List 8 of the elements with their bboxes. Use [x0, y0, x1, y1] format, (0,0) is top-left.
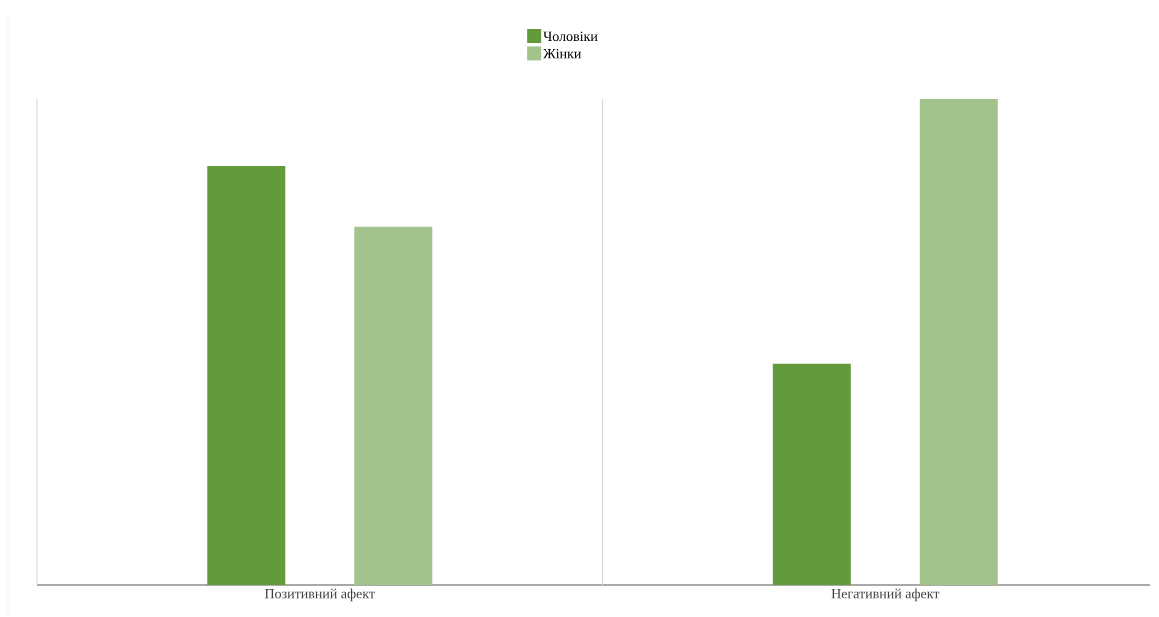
bar [207, 166, 286, 585]
x-tick-label: Негативний афект [831, 588, 940, 602]
x-tick-label: Позитивний афект [264, 588, 375, 602]
bar [354, 226, 433, 585]
legend-label: Жінки [543, 49, 582, 59]
bar [919, 98, 998, 585]
bar [772, 363, 851, 585]
legend-label: Чоловіки [543, 31, 598, 42]
